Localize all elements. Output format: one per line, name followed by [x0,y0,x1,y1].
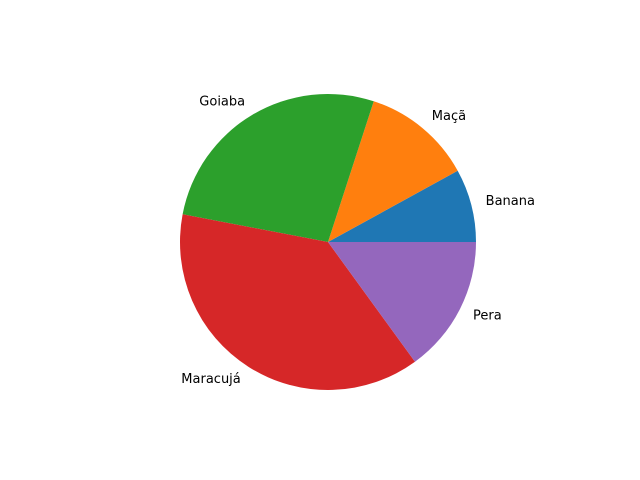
pie-label-maracuja: Maracujá [181,372,240,387]
pie-label-goiaba: Goiaba [199,94,245,109]
pie-slices [180,94,476,390]
pie-label-maca: Maçã [432,109,466,124]
pie-label-banana: Banana [486,194,535,209]
pie-label-pera: Pera [473,308,502,323]
